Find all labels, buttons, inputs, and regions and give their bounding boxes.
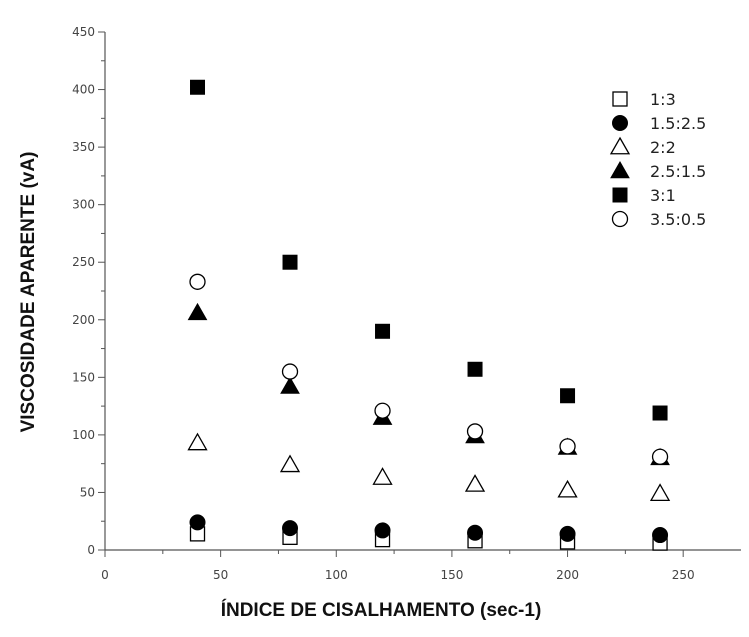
legend-marker bbox=[610, 160, 630, 179]
x-tick-label: 100 bbox=[325, 568, 348, 582]
x-tick-label: 200 bbox=[556, 568, 579, 582]
y-tick-label: 450 bbox=[72, 25, 95, 39]
data-point bbox=[281, 363, 299, 380]
y-tick-label: 0 bbox=[87, 543, 95, 557]
data-point bbox=[557, 479, 578, 498]
data-points bbox=[187, 79, 671, 551]
data-point bbox=[651, 448, 669, 465]
data-point bbox=[190, 79, 206, 95]
legend-label: 3:1 bbox=[650, 186, 676, 205]
y-tick-label: 100 bbox=[72, 428, 95, 442]
data-point bbox=[464, 474, 486, 492]
data-point bbox=[187, 302, 208, 321]
legend-marker bbox=[612, 91, 628, 107]
legend-label: 2:2 bbox=[650, 138, 676, 157]
x-tick-label: 150 bbox=[440, 568, 463, 582]
data-point bbox=[467, 361, 483, 377]
legend-marker bbox=[609, 136, 631, 155]
data-point bbox=[189, 273, 206, 290]
data-point bbox=[282, 520, 299, 537]
legend-label: 2.5:1.5 bbox=[650, 162, 706, 181]
y-tick-label: 350 bbox=[72, 140, 95, 154]
data-point bbox=[375, 323, 391, 339]
x-tick-label: 250 bbox=[672, 568, 695, 582]
data-point bbox=[282, 254, 298, 270]
y-tick-label: 200 bbox=[72, 313, 95, 327]
legend-label: 3.5:0.5 bbox=[650, 210, 706, 229]
y-axis-title: VISCOSIDADE APARENTE (vA) bbox=[18, 152, 39, 433]
legend-marker bbox=[612, 115, 628, 131]
data-point bbox=[372, 467, 393, 485]
legend: 1:3 1.5:2.5 2:2 2.5:1.5 3:1 3.5:0.5 bbox=[609, 90, 706, 229]
legend-label: 1.5:2.5 bbox=[650, 114, 706, 133]
data-point bbox=[279, 454, 301, 473]
legend-marker bbox=[611, 210, 629, 228]
y-tick-label: 250 bbox=[72, 255, 95, 269]
y-tick-label: 150 bbox=[72, 370, 95, 384]
legend-label: 1:3 bbox=[650, 90, 676, 109]
x-tick-label: 50 bbox=[213, 568, 228, 582]
data-point bbox=[559, 525, 576, 542]
y-tick-label: 50 bbox=[80, 485, 95, 499]
y-tick-label: 300 bbox=[72, 198, 95, 212]
legend-marker bbox=[612, 187, 628, 203]
x-axis-title: ÍNDICE DE CISALHAMENTO (sec-1) bbox=[221, 599, 542, 621]
data-point bbox=[374, 402, 391, 419]
data-point bbox=[467, 524, 484, 541]
data-point bbox=[559, 438, 576, 455]
data-point bbox=[652, 527, 669, 544]
data-point bbox=[466, 423, 484, 440]
x-tick-label: 0 bbox=[101, 568, 109, 582]
data-point bbox=[187, 432, 208, 451]
data-point bbox=[374, 522, 391, 539]
y-tick-label: 400 bbox=[72, 83, 95, 97]
data-point bbox=[280, 376, 300, 394]
axes: 0 50 100 150 200 250 300 350 400 450 0 50 100 150 200 2… bbox=[72, 25, 741, 582]
data-point bbox=[560, 388, 576, 404]
data-point bbox=[652, 405, 668, 421]
data-point bbox=[189, 514, 206, 531]
data-point bbox=[649, 483, 671, 501]
